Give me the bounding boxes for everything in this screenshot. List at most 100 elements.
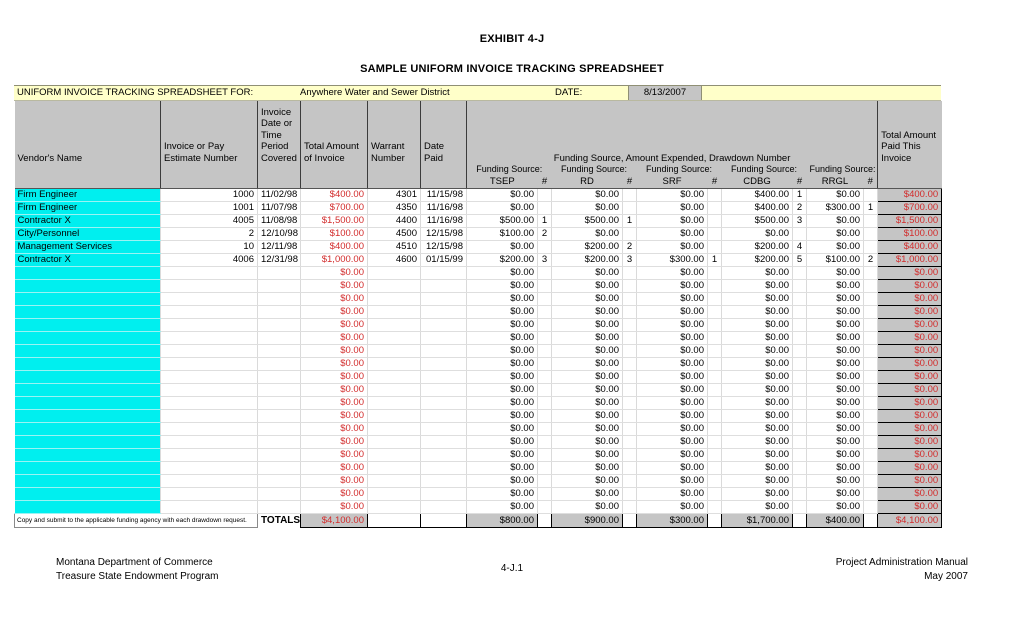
cell-funding-amount: $0.00 xyxy=(721,279,793,293)
cell-drawdown-number xyxy=(863,461,879,475)
table-row: $0.00 $0.00 $0.00 $0.00 $0.00 $0.00 $0.00 xyxy=(14,435,943,449)
totals-row: Copy and submit to the applicable fundin… xyxy=(14,513,943,528)
header-invoice-date: Invoice Date or Time Period Covered xyxy=(257,101,301,189)
cell-drawdown-number xyxy=(863,500,879,514)
cell-drawdown-number xyxy=(792,266,807,280)
cell-drawdown-number xyxy=(537,266,552,280)
cell-drawdown-number xyxy=(863,435,879,449)
cell-funding-amount: $0.00 xyxy=(636,331,708,345)
cell-warrant-number: 4350 xyxy=(367,201,421,215)
cell-funding-amount: $0.00 xyxy=(806,331,864,345)
totals-date-paid-blank xyxy=(420,513,467,528)
cell-funding-amount: $0.00 xyxy=(636,448,708,462)
cell-drawdown-number xyxy=(792,370,807,384)
cell-warrant-number xyxy=(367,383,421,397)
cell-invoice-amount: $0.00 xyxy=(300,383,368,397)
cell-date-paid xyxy=(420,279,467,293)
cell-drawdown-number xyxy=(792,409,807,423)
table-row: $0.00 $0.00 $0.00 $0.00 $0.00 $0.00 $0.00 xyxy=(14,474,943,488)
cell-drawdown-number xyxy=(622,318,637,332)
cell-invoice-date xyxy=(257,370,301,384)
cell-funding-amount: $0.00 xyxy=(551,370,623,384)
cell-warrant-number xyxy=(367,266,421,280)
cell-total-paid: $0.00 xyxy=(877,305,943,319)
cell-funding-amount: $0.00 xyxy=(551,188,623,202)
cell-warrant-number xyxy=(367,370,421,384)
cell-vendor xyxy=(14,422,161,436)
cell-invoice-number xyxy=(160,461,258,475)
cell-invoice-date xyxy=(257,448,301,462)
cell-total-paid: $0.00 xyxy=(877,279,943,293)
cell-drawdown-number xyxy=(537,201,552,215)
cell-invoice-number xyxy=(160,474,258,488)
cell-invoice-date: 11/02/98 xyxy=(257,188,301,202)
cell-invoice-date xyxy=(257,461,301,475)
cell-date-paid xyxy=(420,448,467,462)
cell-invoice-amount: $0.00 xyxy=(300,396,368,410)
cell-invoice-date xyxy=(257,344,301,358)
table-row: $0.00 $0.00 $0.00 $0.00 $0.00 $0.00 $0.00 xyxy=(14,279,943,293)
cell-warrant-number xyxy=(367,487,421,501)
table-row: $0.00 $0.00 $0.00 $0.00 $0.00 $0.00 $0.00 xyxy=(14,461,943,475)
totals-warrant-blank xyxy=(367,513,421,528)
cell-vendor xyxy=(14,461,161,475)
cell-warrant-number xyxy=(367,305,421,319)
cell-funding-amount: $0.00 xyxy=(551,279,623,293)
cell-vendor xyxy=(14,435,161,449)
totals-cdbg: $1,700.00 xyxy=(721,513,793,528)
cell-total-paid: $0.00 xyxy=(877,266,943,280)
header-fs-rd: RD xyxy=(551,175,623,189)
cell-invoice-number xyxy=(160,435,258,449)
cell-drawdown-number: 2 xyxy=(863,253,879,267)
cell-funding-amount: $0.00 xyxy=(551,487,623,501)
cell-drawdown-number xyxy=(792,318,807,332)
cell-drawdown-number: 2 xyxy=(622,240,637,254)
date-value: 8/13/2007 xyxy=(628,86,702,100)
spreadsheet: UNIFORM INVOICE TRACKING SPREADSHEET FOR… xyxy=(14,85,943,528)
cell-total-paid: $0.00 xyxy=(877,409,943,423)
cell-funding-amount: $0.00 xyxy=(806,357,864,371)
cell-invoice-amount: $0.00 xyxy=(300,331,368,345)
cell-drawdown-number xyxy=(863,227,879,241)
cell-funding-amount: $0.00 xyxy=(551,422,623,436)
cell-funding-amount: $0.00 xyxy=(466,292,538,306)
cell-funding-amount: $0.00 xyxy=(636,227,708,241)
cell-drawdown-number xyxy=(863,396,879,410)
cell-funding-amount: $500.00 xyxy=(551,214,623,228)
table-row: $0.00 $0.00 $0.00 $0.00 $0.00 $0.00 $0.00 xyxy=(14,318,943,332)
cell-funding-amount: $0.00 xyxy=(636,357,708,371)
cell-funding-amount: $0.00 xyxy=(636,435,708,449)
cell-invoice-date xyxy=(257,318,301,332)
cell-drawdown-number xyxy=(863,370,879,384)
cell-funding-amount: $0.00 xyxy=(551,344,623,358)
page-number: 4-J.1 xyxy=(500,563,524,574)
cell-funding-amount: $0.00 xyxy=(721,435,793,449)
cell-total-paid: $0.00 xyxy=(877,396,943,410)
cell-drawdown-number xyxy=(792,500,807,514)
cell-funding-amount: $0.00 xyxy=(636,396,708,410)
cell-funding-amount: $0.00 xyxy=(466,266,538,280)
cell-warrant-number: 4301 xyxy=(367,188,421,202)
cell-funding-amount: $0.00 xyxy=(551,357,623,371)
cell-funding-amount: $0.00 xyxy=(466,370,538,384)
page-title: SAMPLE UNIFORM INVOICE TRACKING SPREADSH… xyxy=(360,63,664,75)
cell-invoice-amount: $100.00 xyxy=(300,227,368,241)
cell-vendor xyxy=(14,357,161,371)
header-total-paid: Total Amount Paid This Invoice xyxy=(877,101,942,189)
cell-funding-amount: $0.00 xyxy=(551,409,623,423)
cell-funding-amount: $0.00 xyxy=(721,227,793,241)
header-funding-source-label: Funding Source: xyxy=(806,164,878,176)
cell-drawdown-number xyxy=(792,422,807,436)
totals-tsep: $800.00 xyxy=(466,513,538,528)
cell-vendor xyxy=(14,487,161,501)
cell-drawdown-number xyxy=(863,383,879,397)
cell-date-paid: 11/15/98 xyxy=(420,188,467,202)
cell-drawdown-number xyxy=(707,383,722,397)
cell-warrant-number xyxy=(367,357,421,371)
cell-funding-amount: $0.00 xyxy=(466,305,538,319)
cell-funding-amount: $0.00 xyxy=(551,227,623,241)
cell-total-paid: $0.00 xyxy=(877,370,943,384)
header-funding-source-label: Funding Source: xyxy=(636,164,722,176)
cell-funding-amount: $0.00 xyxy=(806,370,864,384)
cell-invoice-amount: $1,500.00 xyxy=(300,214,368,228)
